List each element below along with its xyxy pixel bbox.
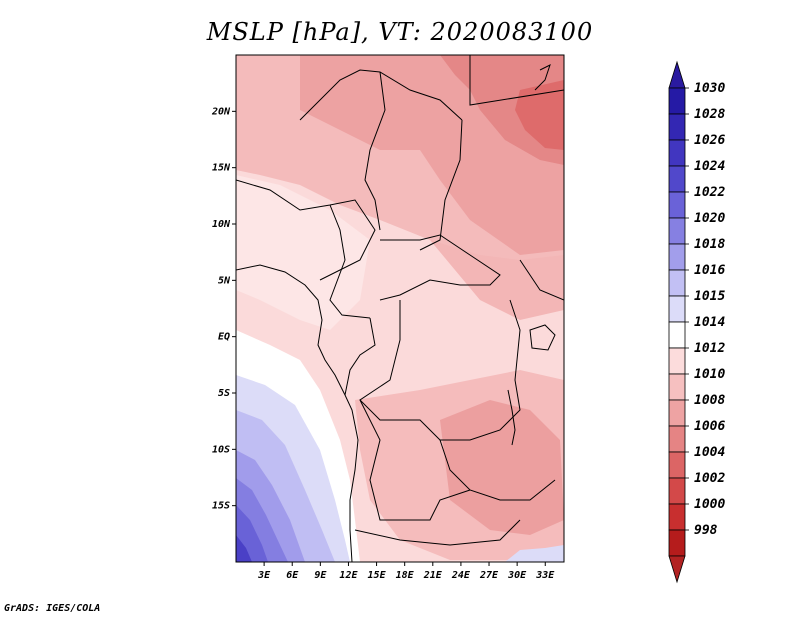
colorbar-label: 1024	[694, 159, 725, 174]
colorbar: 1030 1028 1026 1024 1022 1020 1018 1016 1015 1014…	[668, 60, 725, 584]
colorbar-label: 1010	[694, 367, 725, 382]
lake-victoria	[529, 324, 556, 351]
colorbar-swatch	[668, 503, 686, 531]
colorbar-label: 1012	[694, 341, 725, 356]
colorbar-label: 1028	[694, 107, 725, 122]
colorbar-label: 1022	[694, 185, 725, 200]
lon-tick-label: 21E	[423, 570, 443, 581]
border-angola	[359, 399, 471, 521]
colorbar-swatch	[668, 165, 686, 193]
border-niger-chad	[364, 71, 386, 231]
plot-frame	[235, 54, 565, 563]
lon-tick-label: 6E	[286, 570, 299, 581]
field-south-1008	[440, 400, 564, 535]
lon-tick-label: 30E	[507, 570, 527, 581]
lat-tick-label: 5N	[218, 275, 231, 286]
colorbar-label: 1006	[694, 419, 725, 434]
colorbar-label: 1016	[694, 263, 725, 278]
latitude-ticks: 20N 15N 10N 5N EQ 5S 10S 15S	[211, 106, 236, 512]
border-east	[519, 259, 564, 301]
colorbar-swatch	[668, 139, 686, 167]
field-north-1004	[515, 80, 564, 150]
lon-tick-label: 18E	[396, 570, 415, 581]
country-borders	[236, 55, 564, 562]
colorbar-swatch	[668, 425, 686, 453]
colorbar-label: 1026	[694, 133, 725, 148]
colorbar-label: 1002	[694, 471, 725, 486]
lon-tick-label: 3E	[257, 570, 271, 581]
coastline-west	[236, 264, 359, 562]
field-east-1010	[430, 240, 564, 320]
border-car	[379, 234, 501, 301]
colorbar-swatch	[668, 373, 686, 401]
lon-tick-label: 33E	[535, 570, 555, 581]
colorbar-swatch	[668, 87, 686, 115]
lake-tanganyika	[507, 389, 516, 446]
field-north-1006	[440, 55, 564, 165]
colorbar-label: 1004	[694, 445, 725, 460]
border-congo	[344, 317, 376, 396]
colorbar-label: 1008	[694, 393, 725, 408]
colorbar-label: 998	[694, 523, 718, 538]
colorbar-label: 1020	[694, 211, 725, 226]
lat-tick-label: 10S	[212, 444, 230, 455]
colorbar-swatch	[668, 243, 686, 271]
colorbar-swatch	[668, 217, 686, 245]
lat-tick-label: 5S	[218, 388, 230, 399]
colorbar-swatch	[668, 269, 686, 297]
colorbar-swatch	[668, 321, 686, 349]
colorbar-label: 1030	[694, 81, 725, 96]
lat-tick-label: 15N	[212, 163, 231, 174]
border-zambia	[439, 439, 556, 501]
field-se-1015	[505, 545, 564, 562]
border-cameroon	[329, 204, 371, 319]
field-atl-1024	[236, 535, 252, 562]
lon-tick-label: 12E	[339, 570, 358, 581]
lat-tick-label: 15S	[212, 501, 230, 512]
colorbar-swatch	[668, 529, 686, 557]
colorbar-swatch	[668, 347, 686, 375]
colorbar-swatch	[668, 191, 686, 219]
lat-tick-label: 20N	[211, 106, 231, 117]
border-nigeria	[236, 179, 376, 281]
border-namibia	[354, 519, 521, 546]
map-title: MSLP [hPa], VT: 2020083100	[206, 18, 594, 46]
colorbar-swatch	[668, 295, 686, 323]
field-west-1012	[236, 175, 370, 330]
colorbar-arrow-top	[668, 60, 686, 89]
colorbar-label: 1000	[694, 497, 725, 512]
longitude-ticks: 3E 6E 9E 12E 15E 18E 21E 24E 27E 30E 33E	[257, 562, 555, 581]
colorbar-label: 1014	[694, 315, 725, 330]
colorbar-swatch	[668, 477, 686, 505]
lon-tick-label: 27E	[479, 570, 499, 581]
border-egypt-sudan	[469, 55, 564, 106]
lat-tick-label: 10N	[212, 219, 231, 230]
lon-tick-label: 15E	[368, 570, 387, 581]
credit-text: GrADS: IGES/COLA	[4, 603, 101, 614]
red-sea	[534, 64, 551, 91]
colorbar-label: 1015	[694, 289, 725, 304]
lon-tick-label: 24E	[451, 570, 471, 581]
colorbar-swatch	[668, 451, 686, 479]
colorbar-label: 1018	[694, 237, 725, 252]
lat-tick-label: EQ	[218, 332, 230, 343]
colorbar-swatch	[668, 399, 686, 427]
border-chad-sudan	[419, 119, 463, 251]
colorbar-swatch	[668, 113, 686, 141]
lon-tick-label: 9E	[314, 570, 327, 581]
colorbar-arrow-bottom	[668, 555, 686, 584]
